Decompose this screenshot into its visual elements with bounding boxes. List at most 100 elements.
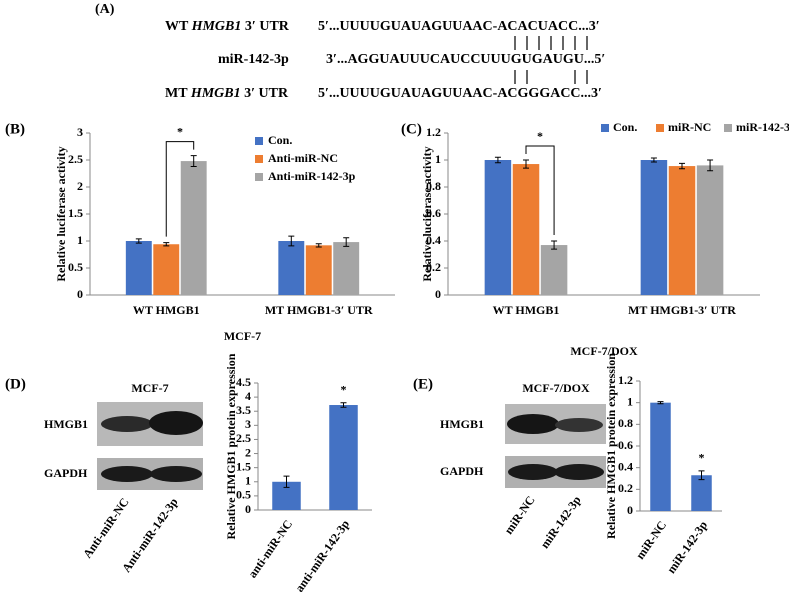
- panel-label: (C): [401, 121, 422, 137]
- y-tick-label: 0.2: [618, 481, 633, 495]
- y-tick-label: 3.5: [236, 403, 251, 417]
- y-axis-label: Relative HMGB1 protein expression: [224, 353, 238, 539]
- y-tick-label: 0.5: [68, 260, 83, 274]
- error-bar: [343, 237, 350, 247]
- error-bar: [551, 240, 558, 250]
- y-tick-label: 0.6: [618, 438, 633, 452]
- bar: [696, 165, 724, 295]
- y-axis-label: Relative luciferase activity: [420, 146, 434, 281]
- y-tick-label: 0.6: [426, 206, 441, 220]
- bar: [153, 244, 180, 295]
- y-tick-label: 1.2: [426, 125, 441, 139]
- legend-swatch: [255, 173, 263, 181]
- x-tick-label: anti-miR-142-3p: [292, 517, 352, 595]
- blot-row-label: GAPDH: [44, 466, 88, 480]
- blot-title: MCF-7: [131, 381, 168, 395]
- panel-label: (B): [5, 121, 25, 137]
- blot-lane-label: miR-NC: [501, 493, 537, 537]
- x-tick-label: MT HMGB1-3′ UTR: [265, 303, 373, 317]
- panel-label: (D): [5, 376, 26, 392]
- y-tick-label: 2.5: [236, 431, 251, 445]
- blot-row-label: GAPDH: [440, 464, 484, 478]
- error-bar: [494, 156, 501, 164]
- chart-title: MCF-7: [224, 329, 261, 343]
- error-bar: [340, 402, 347, 408]
- x-tick-label: miR-142-3p: [664, 518, 710, 576]
- x-tick-label: WT HMGB1: [493, 303, 560, 317]
- error-bar: [707, 159, 714, 172]
- legend-swatch: [601, 124, 609, 132]
- y-tick-label: 1: [77, 233, 83, 247]
- sequence: 3′...AGGUAUUUCAUCCUUUGUGAUGU...5′: [326, 52, 605, 67]
- blot-title: MCF-7/DOX: [522, 381, 590, 395]
- y-tick-label: 3: [77, 125, 83, 139]
- y-tick-label: 2: [245, 445, 251, 459]
- y-tick-label: 0: [245, 502, 251, 516]
- chart-title: MCF-7/DOX: [570, 344, 638, 358]
- x-tick-label: MT HMGB1-3′ UTR: [628, 303, 736, 317]
- y-tick-label: 3: [245, 417, 251, 431]
- x-tick-label: anti-miR-NC: [245, 517, 295, 580]
- y-tick-label: 0.4: [426, 233, 441, 247]
- error-bar: [163, 242, 170, 247]
- legend-label: miR-142-3p: [736, 120, 789, 134]
- legend-swatch: [656, 124, 664, 132]
- mirna-label: miR-142-3p: [218, 52, 289, 67]
- significance-mark: *: [699, 451, 705, 465]
- panel-label: (E): [413, 376, 433, 392]
- y-tick-label: 1: [435, 152, 441, 166]
- legend-label: miR-NC: [668, 120, 711, 134]
- significance-mark: *: [177, 124, 183, 138]
- blot-image: [505, 404, 606, 488]
- y-tick-label: 0: [77, 287, 83, 301]
- x-tick-label: WT HMGB1: [133, 303, 200, 317]
- y-tick-label: 4: [245, 389, 251, 403]
- blot-row-label: HMGB1: [44, 417, 88, 431]
- significance-bracket: [165, 141, 195, 237]
- x-tick-label: miR-NC: [633, 518, 669, 562]
- y-tick-label: 0.8: [618, 416, 633, 430]
- bar: [512, 164, 540, 295]
- y-tick-label: 0: [435, 287, 441, 301]
- blot-lane-label: Anti-miR-NC: [80, 495, 132, 560]
- error-bar: [657, 401, 664, 405]
- bar: [333, 242, 360, 295]
- sequence: 5′...UUUUGUAUAGUUAAC-ACGGGACC...3′: [318, 86, 602, 101]
- significance-mark: *: [537, 129, 543, 143]
- y-tick-label: 0.4: [618, 459, 633, 473]
- error-bar: [679, 162, 685, 170]
- legend-swatch: [724, 124, 732, 132]
- bar: [640, 160, 668, 295]
- y-tick-label: 4.5: [236, 375, 251, 389]
- utr-label: MT HMGB1 3′ UTR: [165, 86, 289, 101]
- y-tick-label: 1: [627, 394, 633, 408]
- utr-label: WT HMGB1 3′ UTR: [165, 19, 290, 34]
- bar: [691, 475, 712, 511]
- blot-image: [97, 402, 203, 490]
- panel-label: (A): [95, 2, 115, 17]
- y-tick-label: 1.2: [618, 373, 633, 387]
- legend-label: Con.: [268, 133, 292, 147]
- y-tick-label: 2.5: [68, 152, 83, 166]
- error-bar: [190, 155, 197, 167]
- legend-swatch: [255, 155, 263, 163]
- bar: [484, 160, 512, 295]
- bar: [650, 402, 671, 511]
- y-tick-label: 1.5: [236, 459, 251, 473]
- legend-label: Anti-miR-142-3p: [268, 169, 356, 183]
- error-bar: [523, 159, 529, 169]
- error-bar: [315, 243, 322, 248]
- error-bar: [135, 238, 142, 244]
- significance-mark: *: [341, 383, 347, 397]
- error-bar: [650, 157, 657, 163]
- y-tick-label: 1.5: [68, 206, 83, 220]
- blot-row-label: HMGB1: [440, 417, 484, 431]
- legend-label: Anti-miR-NC: [268, 151, 338, 165]
- error-bar: [698, 470, 705, 481]
- y-tick-label: 0.2: [426, 260, 441, 274]
- pairing-bars: [514, 36, 588, 84]
- y-tick-label: 2: [77, 179, 83, 193]
- error-bar: [283, 475, 290, 488]
